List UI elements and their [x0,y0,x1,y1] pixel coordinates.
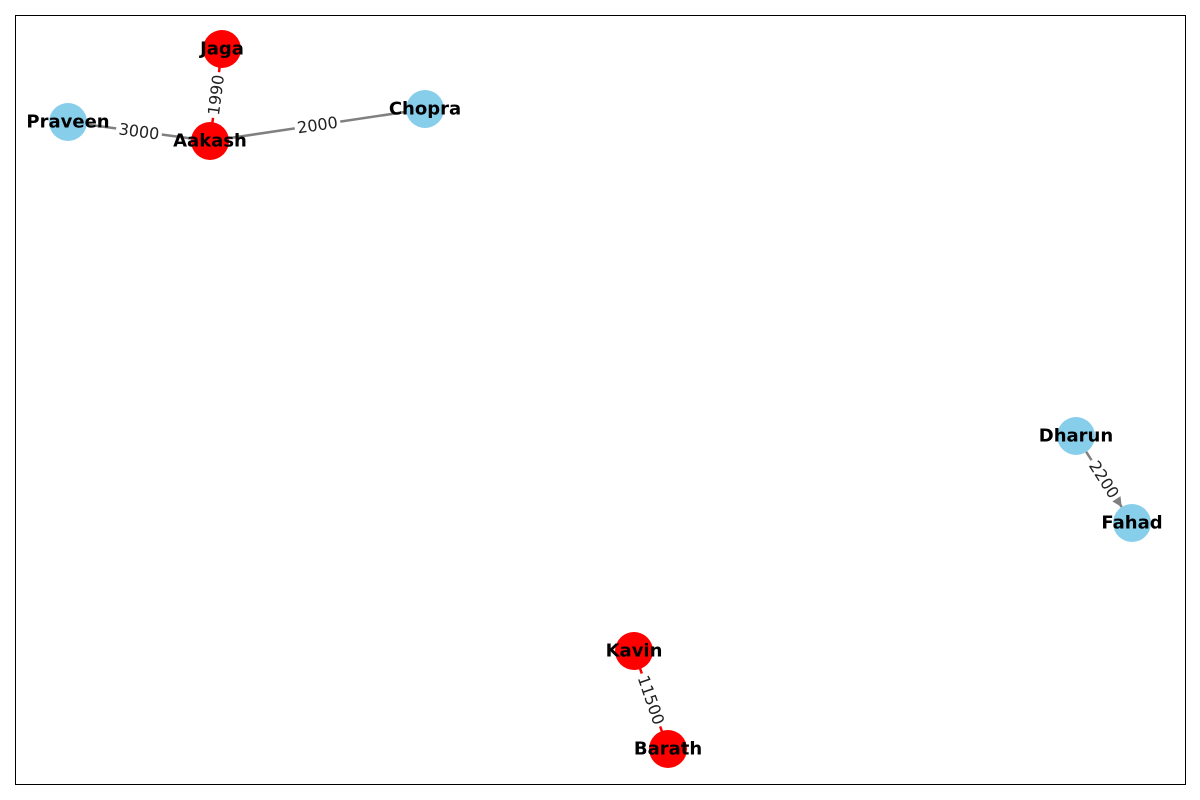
edge-label-background [203,70,229,120]
edge-label-aakash-chopra: 2000 [293,111,342,139]
node-praveen [49,103,87,141]
edge-label-background [1083,454,1125,505]
edge-weight-label: 3000 [118,119,161,143]
node-labels-layer: Jaga Aakash Praveen Chopra Dharun Fahad Kavin B… [26,39,1162,760]
node-label-chopra: Chopra [389,99,461,120]
edges-layer [67,48,1123,750]
node-label-dharun: Dharun [1039,426,1113,447]
edge-label-background [632,670,670,730]
node-label-kavin: Kavin [606,641,663,662]
edge-weight-label: 2200 [1085,457,1123,502]
edge-label-kavin-barath: 11500 [632,670,670,730]
node-label-jaga: Jaga [198,39,244,60]
nodes-layer [49,30,1151,768]
plot-frame [15,15,1186,785]
node-dharun [1057,417,1095,455]
edge-weight-label: 11500 [634,673,669,727]
edge-label-dharun-fahad: 2200 [1083,454,1125,505]
node-label-aakash: Aakash [173,131,247,152]
node-label-praveen: Praveen [26,112,109,133]
edge-label-aakash-jaga: 1990 [203,70,229,120]
edge-weight-label: 2000 [296,113,339,138]
edge-label-background [114,118,164,145]
node-fahad [1113,504,1151,542]
node-label-fahad: Fahad [1101,513,1162,534]
edge-weight-label: 1990 [204,74,228,117]
node-jaga [203,30,241,68]
node-aakash [191,122,229,160]
node-chopra [406,90,444,128]
node-label-barath: Barath [634,739,702,760]
edge-labels-layer: 1990 3000 2000 2200 11500 [114,70,1125,730]
node-barath [649,730,687,768]
node-kavin [615,632,653,670]
edge-label-background [293,111,342,139]
edge-label-praveen-aakash: 3000 [114,118,164,145]
